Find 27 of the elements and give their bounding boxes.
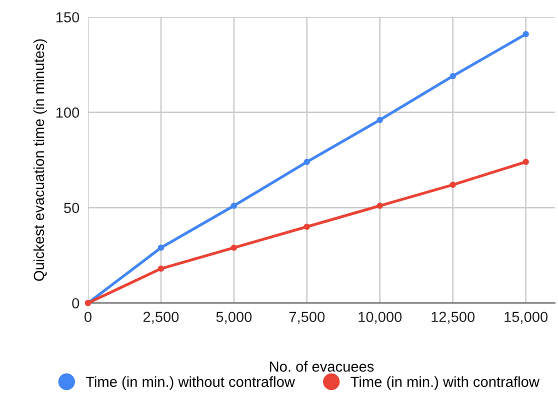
x-axis-title: No. of evacuees <box>270 361 374 372</box>
point <box>158 266 164 272</box>
point <box>304 158 310 166</box>
point <box>230 244 238 251</box>
y-tick-label: 0 <box>72 298 80 308</box>
point <box>376 116 383 124</box>
legend-label: Time (in min.) without contraflow <box>86 376 295 390</box>
x-tick-label: 7,500 <box>289 312 325 324</box>
point <box>450 72 456 80</box>
point <box>450 182 456 188</box>
x-tick-label: 2,500 <box>143 312 179 324</box>
legend-label: Time (in min.) with contraflow <box>350 376 540 390</box>
y-tick-label: 50 <box>64 202 80 214</box>
x-tick-label: 0 <box>84 312 92 322</box>
point <box>304 224 310 230</box>
point <box>230 202 238 209</box>
point <box>158 244 164 251</box>
x-tick-label: 5,000 <box>216 312 252 324</box>
y-axis-title: Quickest evacuation time (in minutes) <box>33 39 47 281</box>
point <box>522 31 529 38</box>
point <box>522 158 529 166</box>
x-tick-label: 12,500 <box>432 312 475 324</box>
y-tick-label: 150 <box>56 12 80 22</box>
y-tick-label: 100 <box>56 107 80 118</box>
x-tick-label: 15,000 <box>504 312 548 324</box>
point <box>376 202 383 209</box>
x-tick-label: 10,000 <box>358 312 402 324</box>
